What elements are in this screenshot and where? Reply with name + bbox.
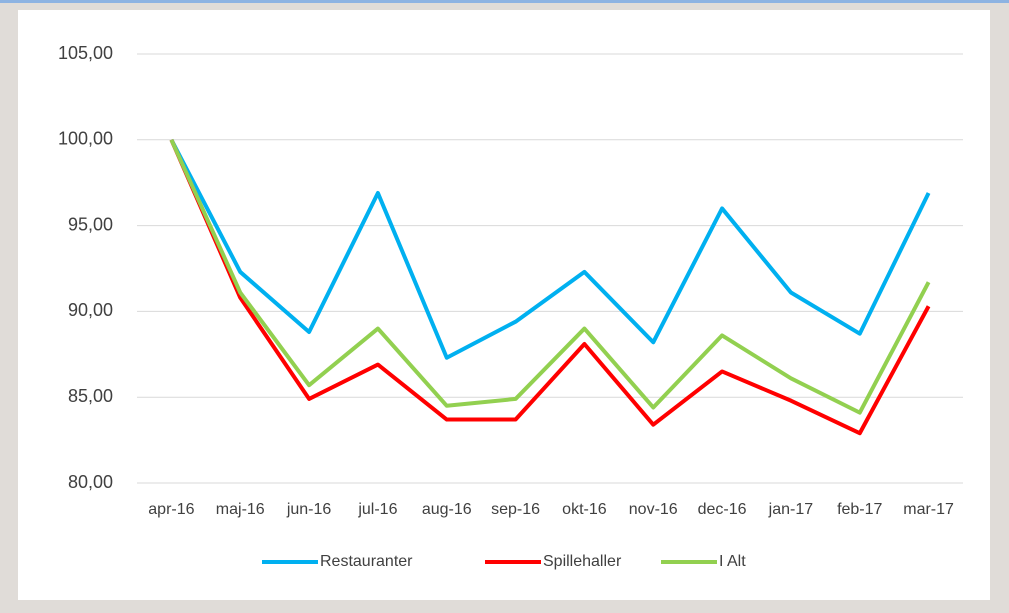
x-tick-label: okt-16: [562, 501, 607, 518]
x-tick-label: sep-16: [491, 501, 540, 518]
legend-label: Spillehaller: [543, 553, 622, 570]
y-tick-label: 95,00: [68, 214, 113, 234]
y-tick-label: 85,00: [68, 386, 113, 406]
y-tick-label: 105,00: [58, 43, 113, 63]
x-tick-label: nov-16: [629, 501, 678, 518]
chart-panel: [18, 10, 990, 600]
x-tick-label: dec-16: [698, 501, 747, 518]
y-tick-label: 80,00: [68, 472, 113, 492]
top-border: [0, 0, 1009, 3]
legend-label: Restauranter: [320, 553, 413, 570]
x-tick-label: mar-17: [903, 501, 954, 518]
x-tick-label: jun-16: [286, 501, 332, 518]
x-tick-label: jan-17: [768, 501, 814, 518]
x-tick-label: jul-16: [357, 501, 397, 518]
series-line: [169, 138, 931, 360]
y-tick-label: 90,00: [68, 300, 113, 320]
x-tick-label: apr-16: [148, 501, 194, 518]
series-line: [169, 139, 931, 436]
series-line: [169, 138, 931, 415]
x-tick-label: aug-16: [422, 501, 472, 518]
y-tick-label: 100,00: [58, 129, 113, 149]
x-tick-label: feb-17: [837, 501, 882, 518]
x-tick-label: maj-16: [216, 501, 265, 518]
legend-label: I Alt: [719, 553, 746, 570]
